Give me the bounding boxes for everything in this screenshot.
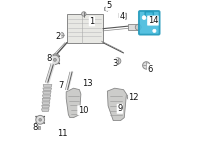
Circle shape — [105, 7, 109, 11]
Polygon shape — [43, 91, 51, 94]
Polygon shape — [41, 109, 49, 111]
Circle shape — [142, 16, 146, 20]
Circle shape — [153, 29, 156, 32]
Circle shape — [127, 94, 133, 100]
Polygon shape — [104, 7, 109, 10]
Circle shape — [39, 118, 41, 121]
Circle shape — [143, 62, 150, 69]
Text: 4: 4 — [119, 12, 125, 21]
Circle shape — [35, 126, 39, 129]
Text: 6: 6 — [147, 65, 153, 74]
Text: 5: 5 — [106, 1, 111, 10]
Text: 9: 9 — [117, 104, 122, 113]
FancyBboxPatch shape — [139, 11, 160, 35]
Circle shape — [50, 55, 60, 65]
Circle shape — [135, 24, 141, 30]
FancyBboxPatch shape — [145, 12, 153, 17]
Circle shape — [36, 115, 45, 124]
Circle shape — [114, 58, 121, 64]
Text: 12: 12 — [129, 92, 139, 102]
Text: 13: 13 — [82, 79, 93, 88]
Text: 3: 3 — [112, 59, 117, 68]
Text: 11: 11 — [57, 128, 68, 138]
Text: 2: 2 — [55, 31, 61, 41]
Polygon shape — [119, 13, 126, 21]
Text: 8: 8 — [47, 54, 52, 63]
Polygon shape — [42, 98, 50, 101]
Polygon shape — [42, 102, 50, 105]
Polygon shape — [42, 105, 50, 108]
Circle shape — [58, 32, 64, 38]
Polygon shape — [59, 131, 66, 133]
Polygon shape — [107, 88, 126, 121]
Text: 7: 7 — [58, 81, 64, 90]
Circle shape — [82, 12, 86, 16]
Text: 14: 14 — [148, 16, 158, 25]
Polygon shape — [42, 95, 51, 98]
Circle shape — [53, 54, 57, 58]
Polygon shape — [128, 24, 138, 30]
Polygon shape — [43, 88, 52, 91]
Polygon shape — [66, 88, 81, 118]
Polygon shape — [34, 126, 40, 129]
Polygon shape — [67, 14, 103, 43]
Text: 1: 1 — [89, 17, 95, 26]
Polygon shape — [43, 85, 52, 87]
Circle shape — [61, 130, 64, 134]
Text: 10: 10 — [78, 106, 88, 115]
Polygon shape — [52, 54, 58, 57]
Text: 8: 8 — [32, 123, 37, 132]
Circle shape — [53, 58, 56, 61]
